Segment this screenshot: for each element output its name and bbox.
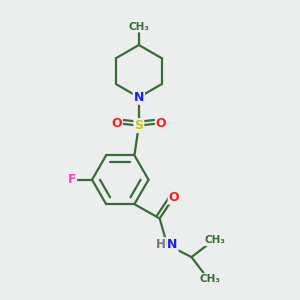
Text: F: F	[68, 173, 76, 186]
Text: CH₃: CH₃	[128, 22, 149, 32]
Text: N: N	[134, 91, 144, 104]
Text: S: S	[134, 119, 143, 132]
Text: N: N	[167, 238, 178, 251]
Text: O: O	[156, 117, 167, 130]
Text: H: H	[156, 238, 166, 251]
Text: O: O	[111, 117, 122, 130]
Text: O: O	[169, 190, 179, 203]
Text: CH₃: CH₃	[204, 235, 225, 245]
Text: CH₃: CH₃	[200, 274, 220, 284]
